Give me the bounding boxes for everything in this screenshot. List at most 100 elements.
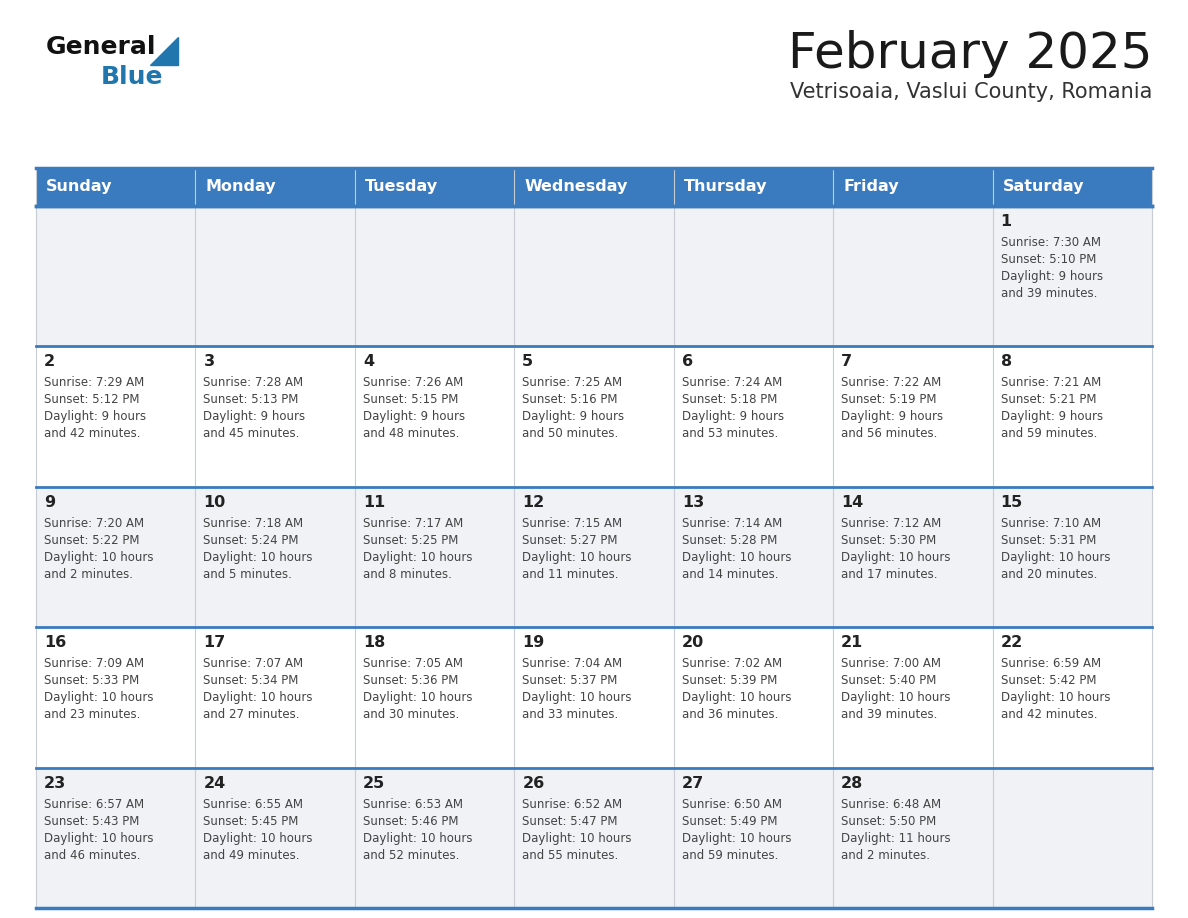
Text: and 42 minutes.: and 42 minutes. (1000, 708, 1097, 722)
Bar (514, 767, 674, 908)
Bar (833, 346, 992, 487)
Text: Sunset: 5:15 PM: Sunset: 5:15 PM (362, 394, 459, 407)
Text: Sunrise: 7:29 AM: Sunrise: 7:29 AM (44, 376, 144, 389)
Bar (674, 487, 833, 627)
Text: and 48 minutes.: and 48 minutes. (362, 428, 460, 441)
Text: 8: 8 (1000, 354, 1012, 369)
Text: Sunrise: 6:57 AM: Sunrise: 6:57 AM (44, 798, 144, 811)
Text: and 8 minutes.: and 8 minutes. (362, 568, 451, 581)
Text: 5: 5 (523, 354, 533, 369)
Text: 27: 27 (682, 776, 704, 790)
Text: Daylight: 10 hours: Daylight: 10 hours (362, 691, 473, 704)
Bar (514, 487, 674, 627)
Text: Daylight: 10 hours: Daylight: 10 hours (1000, 551, 1110, 564)
Text: Sunset: 5:40 PM: Sunset: 5:40 PM (841, 674, 936, 688)
Text: 11: 11 (362, 495, 385, 509)
Bar (196, 206, 355, 346)
Text: Sunset: 5:37 PM: Sunset: 5:37 PM (523, 674, 618, 688)
Bar (355, 627, 514, 767)
Text: Sunrise: 7:25 AM: Sunrise: 7:25 AM (523, 376, 623, 389)
Bar (833, 206, 992, 346)
Text: Sunset: 5:16 PM: Sunset: 5:16 PM (523, 394, 618, 407)
Text: Blue: Blue (101, 65, 164, 89)
Bar (992, 767, 1152, 908)
Text: and 55 minutes.: and 55 minutes. (523, 848, 619, 862)
Text: Sunrise: 7:26 AM: Sunrise: 7:26 AM (362, 376, 463, 389)
Text: and 42 minutes.: and 42 minutes. (44, 428, 140, 441)
Text: 16: 16 (44, 635, 67, 650)
Text: and 27 minutes.: and 27 minutes. (203, 708, 299, 722)
Bar (36, 487, 196, 627)
Text: Sunset: 5:25 PM: Sunset: 5:25 PM (362, 533, 459, 547)
Text: Daylight: 9 hours: Daylight: 9 hours (523, 410, 625, 423)
Text: 14: 14 (841, 495, 864, 509)
Text: Daylight: 10 hours: Daylight: 10 hours (682, 691, 791, 704)
Text: Daylight: 10 hours: Daylight: 10 hours (44, 691, 153, 704)
Text: Daylight: 9 hours: Daylight: 9 hours (1000, 410, 1102, 423)
Text: Sunset: 5:12 PM: Sunset: 5:12 PM (44, 394, 139, 407)
Text: Daylight: 10 hours: Daylight: 10 hours (44, 832, 153, 845)
Text: 2: 2 (44, 354, 55, 369)
Bar (355, 767, 514, 908)
Text: Daylight: 10 hours: Daylight: 10 hours (841, 551, 950, 564)
Text: Sunset: 5:24 PM: Sunset: 5:24 PM (203, 533, 299, 547)
Text: Daylight: 10 hours: Daylight: 10 hours (44, 551, 153, 564)
Text: Saturday: Saturday (1003, 180, 1085, 195)
Text: 21: 21 (841, 635, 864, 650)
Text: and 11 minutes.: and 11 minutes. (523, 568, 619, 581)
Text: 28: 28 (841, 776, 864, 790)
Text: 7: 7 (841, 354, 852, 369)
Text: Daylight: 10 hours: Daylight: 10 hours (682, 551, 791, 564)
Text: and 2 minutes.: and 2 minutes. (44, 568, 133, 581)
Text: Sunset: 5:47 PM: Sunset: 5:47 PM (523, 814, 618, 828)
Bar (355, 487, 514, 627)
Text: Daylight: 10 hours: Daylight: 10 hours (682, 832, 791, 845)
Text: Sunrise: 6:53 AM: Sunrise: 6:53 AM (362, 798, 463, 811)
Text: Sunrise: 7:24 AM: Sunrise: 7:24 AM (682, 376, 782, 389)
Text: Sunset: 5:31 PM: Sunset: 5:31 PM (1000, 533, 1097, 547)
Text: Sunset: 5:39 PM: Sunset: 5:39 PM (682, 674, 777, 688)
Text: 24: 24 (203, 776, 226, 790)
Text: Daylight: 9 hours: Daylight: 9 hours (203, 410, 305, 423)
Text: Daylight: 9 hours: Daylight: 9 hours (1000, 270, 1102, 283)
Text: Sunrise: 6:48 AM: Sunrise: 6:48 AM (841, 798, 941, 811)
Text: Sunrise: 7:12 AM: Sunrise: 7:12 AM (841, 517, 941, 530)
Text: Sunrise: 7:09 AM: Sunrise: 7:09 AM (44, 657, 144, 670)
Text: Sunrise: 7:28 AM: Sunrise: 7:28 AM (203, 376, 304, 389)
Text: Daylight: 10 hours: Daylight: 10 hours (523, 551, 632, 564)
Text: Sunrise: 7:04 AM: Sunrise: 7:04 AM (523, 657, 623, 670)
Text: 23: 23 (44, 776, 67, 790)
Text: 15: 15 (1000, 495, 1023, 509)
Text: Sunrise: 7:14 AM: Sunrise: 7:14 AM (682, 517, 782, 530)
Text: and 45 minutes.: and 45 minutes. (203, 428, 299, 441)
Text: Daylight: 9 hours: Daylight: 9 hours (44, 410, 146, 423)
Text: Sunset: 5:45 PM: Sunset: 5:45 PM (203, 814, 299, 828)
Text: Thursday: Thursday (684, 180, 767, 195)
Bar (992, 346, 1152, 487)
Bar (355, 206, 514, 346)
Text: Sunrise: 7:30 AM: Sunrise: 7:30 AM (1000, 236, 1100, 249)
Text: and 50 minutes.: and 50 minutes. (523, 428, 619, 441)
Text: Sunset: 5:18 PM: Sunset: 5:18 PM (682, 394, 777, 407)
Text: Sunset: 5:30 PM: Sunset: 5:30 PM (841, 533, 936, 547)
Bar (514, 206, 674, 346)
Text: Sunset: 5:28 PM: Sunset: 5:28 PM (682, 533, 777, 547)
Bar (514, 346, 674, 487)
Text: and 49 minutes.: and 49 minutes. (203, 848, 299, 862)
Bar (833, 627, 992, 767)
Text: Sunset: 5:43 PM: Sunset: 5:43 PM (44, 814, 139, 828)
Text: Daylight: 10 hours: Daylight: 10 hours (203, 551, 312, 564)
Bar (196, 487, 355, 627)
Text: Sunrise: 7:22 AM: Sunrise: 7:22 AM (841, 376, 941, 389)
Text: Sunrise: 6:59 AM: Sunrise: 6:59 AM (1000, 657, 1101, 670)
Text: Daylight: 10 hours: Daylight: 10 hours (362, 832, 473, 845)
Text: 4: 4 (362, 354, 374, 369)
Text: Sunrise: 6:50 AM: Sunrise: 6:50 AM (682, 798, 782, 811)
Text: Sunset: 5:42 PM: Sunset: 5:42 PM (1000, 674, 1097, 688)
Text: Sunset: 5:36 PM: Sunset: 5:36 PM (362, 674, 459, 688)
Text: Daylight: 11 hours: Daylight: 11 hours (841, 832, 950, 845)
Text: and 59 minutes.: and 59 minutes. (1000, 428, 1097, 441)
Text: Sunrise: 7:18 AM: Sunrise: 7:18 AM (203, 517, 304, 530)
Text: Vetrisoaia, Vaslui County, Romania: Vetrisoaia, Vaslui County, Romania (790, 82, 1152, 102)
Text: Daylight: 10 hours: Daylight: 10 hours (203, 691, 312, 704)
